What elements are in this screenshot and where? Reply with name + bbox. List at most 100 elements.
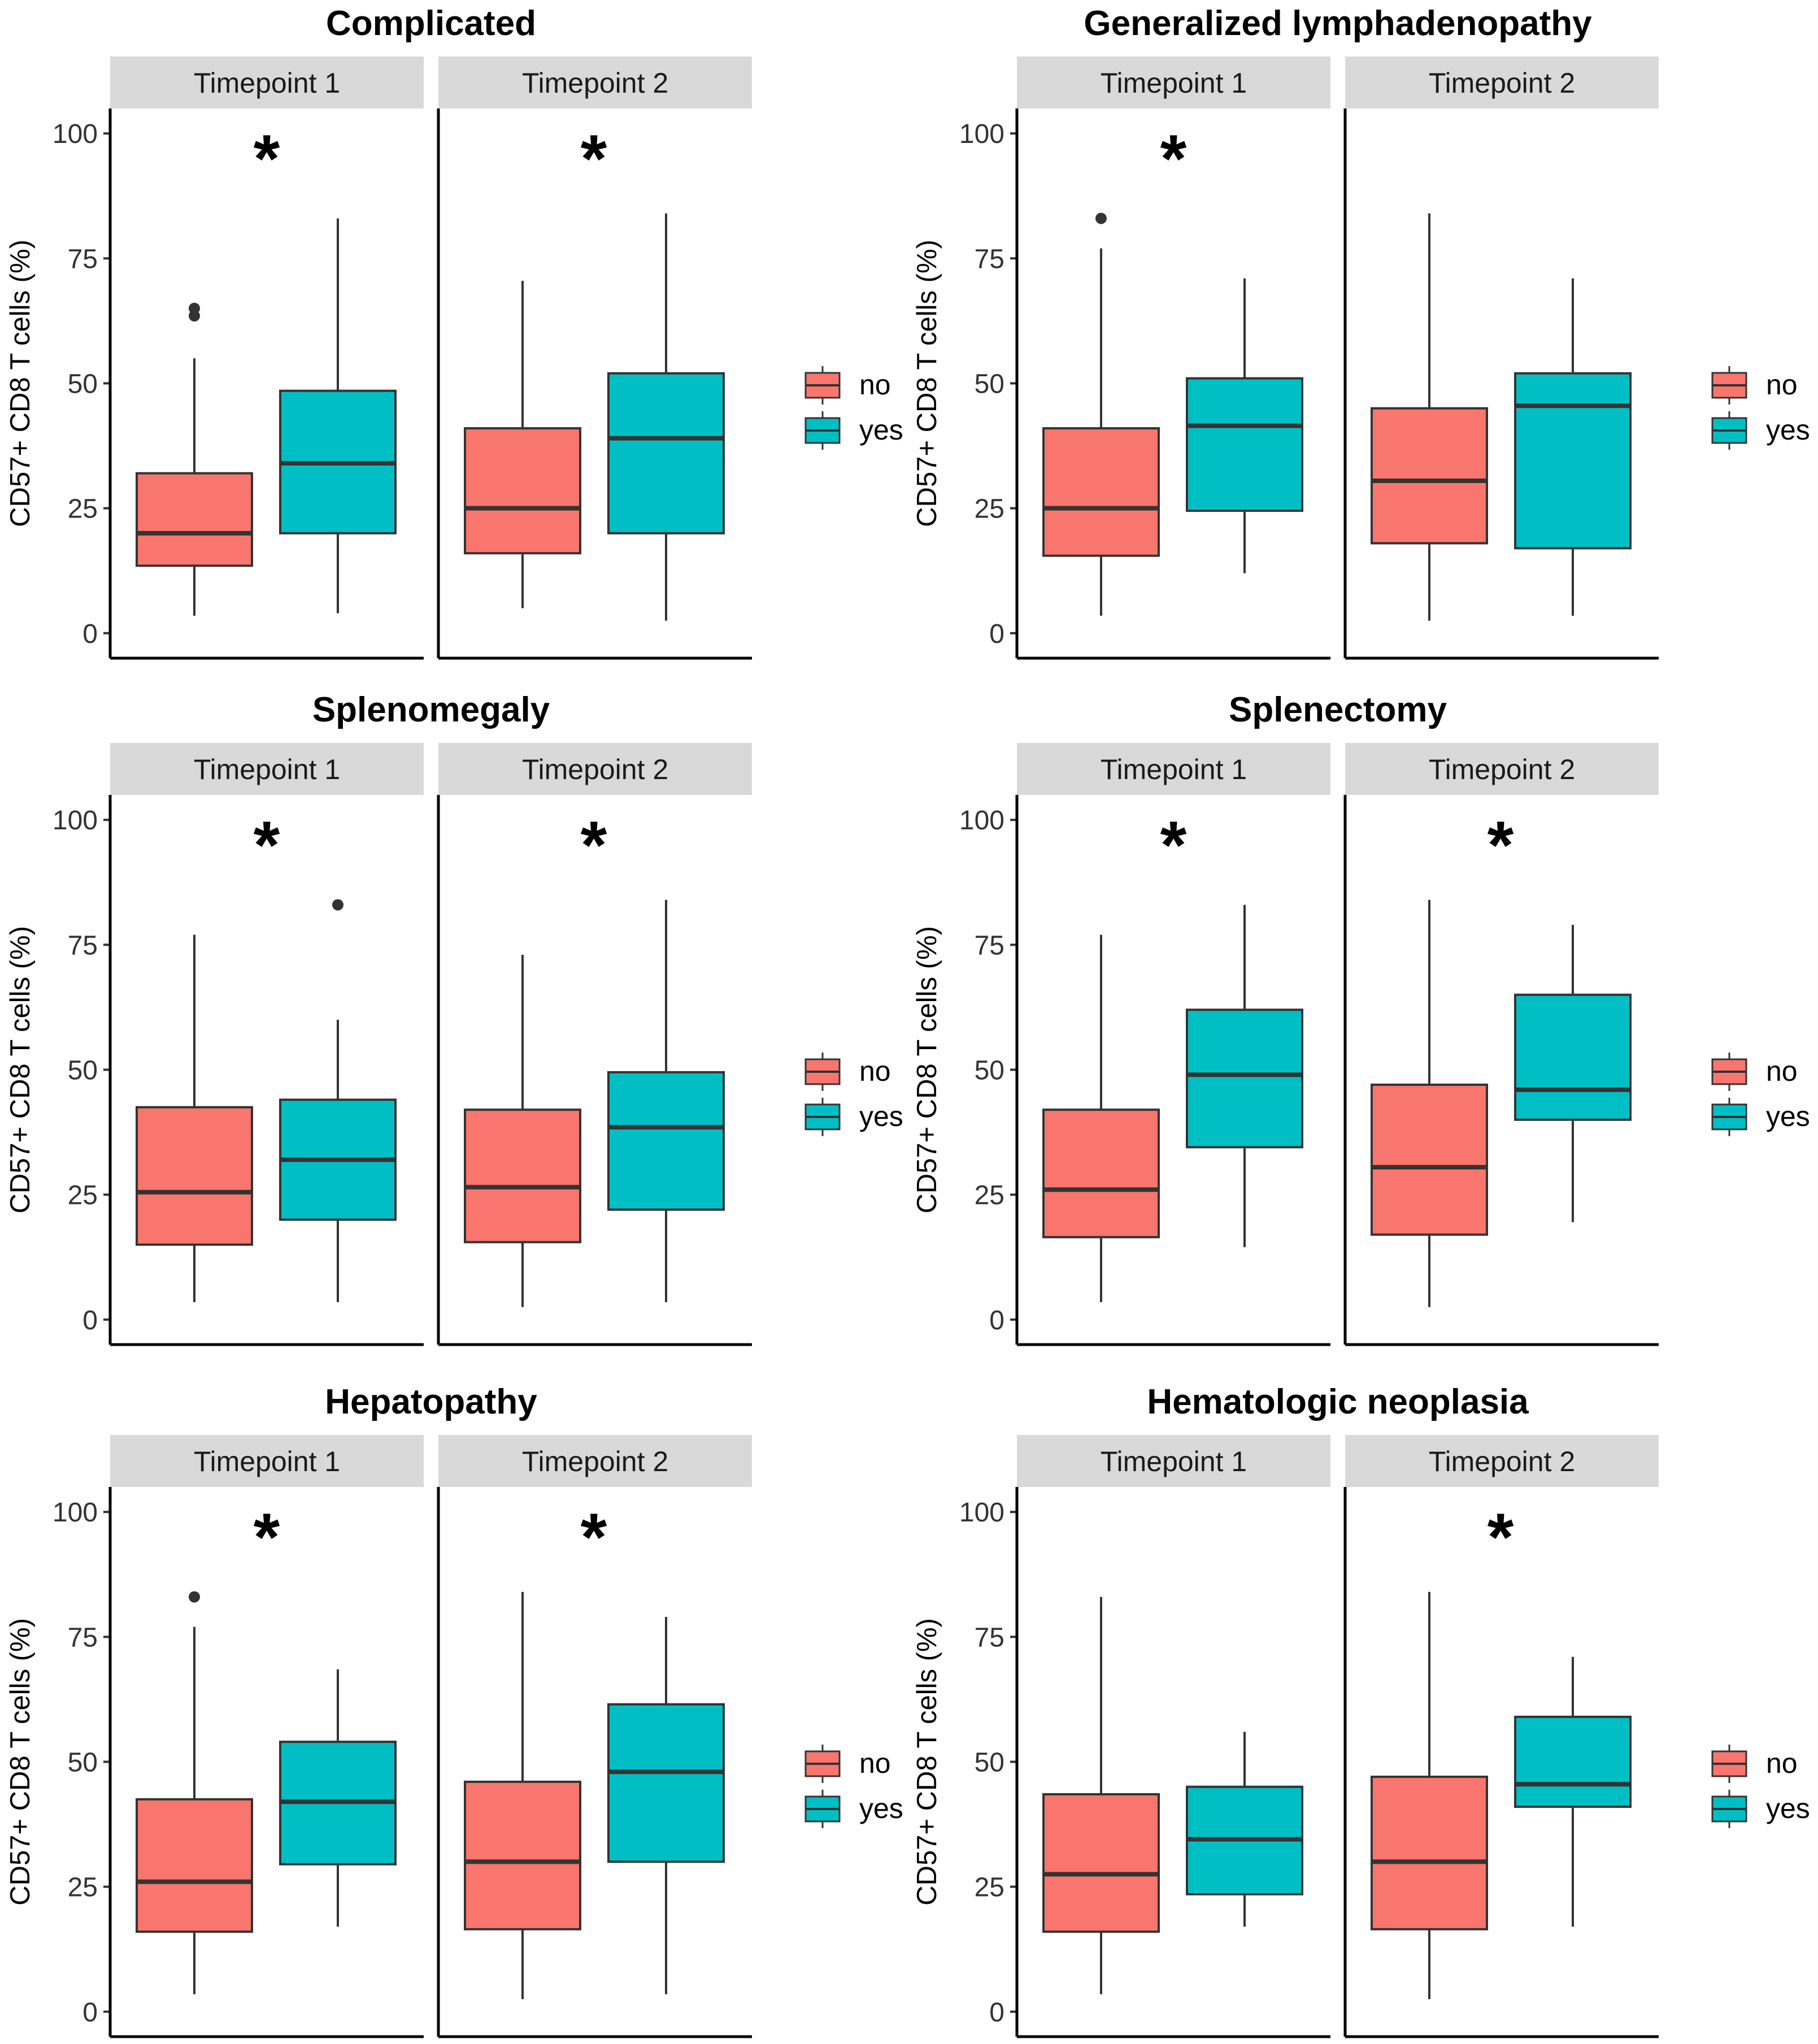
legend-label-yes: yes [859, 414, 903, 446]
box-body [136, 472, 253, 567]
box-body [1186, 377, 1303, 512]
significance-marker: * [581, 121, 607, 197]
box-no [1042, 212, 1160, 616]
facet-strip-label: Timepoint 1 [1101, 1446, 1247, 1477]
y-tick-label: 0 [989, 619, 1004, 649]
y-tick-label: 25 [68, 494, 98, 524]
legend-label-yes: yes [1766, 1101, 1810, 1132]
chart-panel: Hepatopathy CD57+ CD8 T cells (%) 0 25 50 75 1… [5, 1382, 903, 2038]
box-body [1514, 372, 1632, 550]
significance-marker: * [1160, 807, 1187, 883]
legend-label-yes: yes [1766, 1793, 1810, 1824]
box-no [136, 1591, 253, 1994]
y-tick-label: 25 [975, 1181, 1004, 1211]
box-no [1042, 1597, 1160, 1994]
legend-label-no: no [1766, 1055, 1798, 1087]
facet-strip [438, 1435, 752, 1487]
facet-strip [1345, 743, 1659, 795]
y-tick-label: 100 [959, 1498, 1004, 1528]
box-no [464, 1591, 581, 1999]
outlier-point [332, 899, 343, 911]
box-body [1186, 1008, 1303, 1149]
y-tick-label: 75 [975, 930, 1004, 960]
box-yes [1186, 904, 1303, 1247]
facet-strip [438, 743, 752, 795]
significance-marker: * [254, 121, 280, 197]
legend-label-no: no [1766, 1747, 1798, 1779]
box-body [1371, 1776, 1488, 1930]
box-yes [1186, 278, 1303, 573]
y-tick-label: 75 [68, 244, 98, 274]
y-tick-label: 25 [975, 1873, 1004, 1903]
box-yes [607, 1616, 725, 1994]
y-tick-label: 0 [82, 619, 98, 649]
facet-strip [1345, 56, 1659, 108]
chart-panel: Generalized lymphadenopathy CD57+ CD8 T c… [912, 4, 1810, 660]
y-tick-label: 0 [82, 1306, 98, 1336]
box-yes [1186, 1732, 1303, 1927]
y-axis-label: CD57+ CD8 T cells (%) [5, 240, 36, 527]
box-yes [279, 1669, 397, 1927]
panel-title: Splenomegaly [312, 690, 550, 729]
y-tick-label: 50 [975, 1748, 1004, 1778]
box-body [607, 372, 725, 534]
y-tick-label: 25 [68, 1181, 98, 1211]
chart-panel: Splenectomy CD57+ CD8 T cells (%) 0 25 50 75 1… [912, 690, 1810, 1346]
facet-strip [1345, 1435, 1659, 1487]
box-no [1371, 899, 1488, 1307]
box-body [136, 1106, 253, 1246]
box-yes [1514, 1656, 1632, 1927]
box-no [1042, 934, 1160, 1302]
facet-strip-label: Timepoint 1 [1101, 754, 1247, 785]
y-tick-label: 50 [975, 1056, 1004, 1086]
box-yes [1514, 924, 1632, 1223]
significance-marker: * [581, 807, 607, 883]
facet-strip [1017, 743, 1330, 795]
outlier-point [189, 302, 200, 314]
y-axis-label: CD57+ CD8 T cells (%) [5, 926, 36, 1214]
chart-panel: Hematologic neoplasia CD57+ CD8 T cells (… [912, 1382, 1810, 2038]
y-axis-label: CD57+ CD8 T cells (%) [912, 926, 942, 1214]
y-tick-label: 75 [975, 1623, 1004, 1652]
facet-strip [110, 1435, 424, 1487]
y-tick-label: 100 [53, 1498, 98, 1528]
facet-strip-label: Timepoint 1 [194, 754, 340, 785]
facet-strip-label: Timepoint 2 [1429, 67, 1575, 99]
legend-label-no: no [859, 1055, 891, 1087]
box-body [1042, 1108, 1160, 1238]
significance-marker: * [254, 807, 280, 883]
facet-strip-label: Timepoint 1 [1101, 67, 1247, 99]
y-tick-label: 50 [68, 369, 98, 399]
y-tick-label: 50 [975, 369, 1004, 399]
box-yes [279, 218, 397, 614]
facet-strip-label: Timepoint 2 [522, 1446, 668, 1477]
box-body [1514, 1715, 1632, 1808]
y-tick-label: 25 [975, 494, 1004, 524]
legend-label-no: no [859, 369, 891, 401]
facet-strip [110, 743, 424, 795]
facet-strip-label: Timepoint 2 [1429, 1446, 1575, 1477]
y-axis-label: CD57+ CD8 T cells (%) [5, 1618, 36, 1906]
box-body [607, 1703, 725, 1863]
outlier-point [1095, 212, 1107, 224]
y-tick-label: 75 [975, 244, 1004, 274]
facet-strip-label: Timepoint 2 [522, 67, 668, 99]
y-tick-label: 100 [959, 119, 1004, 149]
y-tick-label: 75 [68, 930, 98, 960]
facet-strip-label: Timepoint 1 [194, 67, 340, 99]
significance-marker: * [1160, 121, 1187, 197]
box-body [1514, 993, 1632, 1121]
panel-title: Hepatopathy [325, 1382, 537, 1421]
facet-strip-label: Timepoint 2 [1429, 754, 1575, 785]
significance-marker: * [581, 1499, 607, 1575]
box-no [136, 302, 253, 616]
y-tick-label: 100 [53, 806, 98, 836]
legend-label-yes: yes [859, 1793, 903, 1824]
y-tick-label: 50 [68, 1748, 98, 1778]
facet-strip [438, 56, 752, 108]
y-tick-label: 100 [53, 119, 98, 149]
box-yes [607, 213, 725, 621]
box-no [1371, 213, 1488, 621]
panel-title: Splenectomy [1229, 690, 1447, 729]
